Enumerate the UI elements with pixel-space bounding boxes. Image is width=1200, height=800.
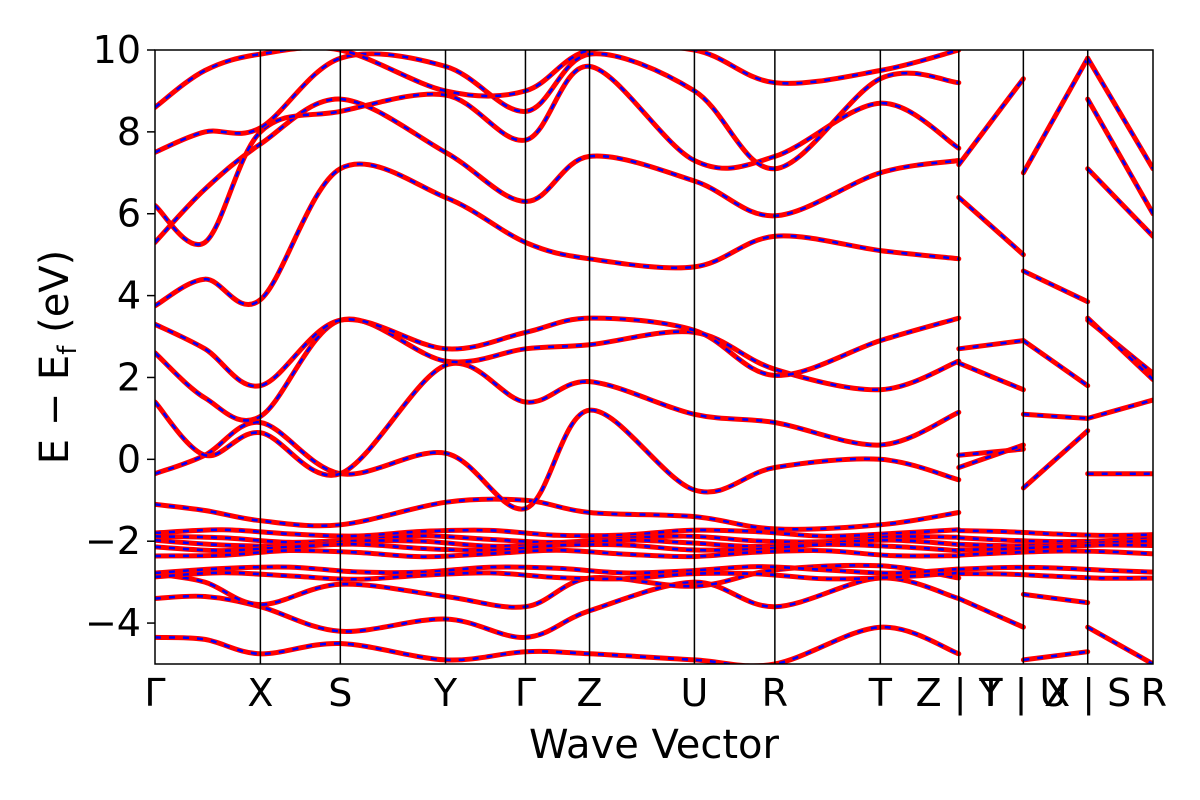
x-tick-label-0: Γ — [144, 671, 165, 715]
band-line-dashed-7 — [155, 316, 960, 388]
y-tick-label-6: −2 — [85, 519, 141, 563]
y-tick-label-5: 0 — [117, 437, 141, 481]
x-axis-label: Wave Vector — [529, 722, 780, 768]
y-tick-label-7: −4 — [85, 601, 141, 645]
y-axis-label: E − Ef (eV) — [32, 250, 83, 465]
band-line-1 — [155, 575, 962, 640]
band-line-32 — [1085, 96, 1153, 217]
band-line-dashed-flat-end-2 — [958, 539, 1153, 547]
band-line-0 — [155, 624, 962, 664]
y-axis-label-main: E − E — [32, 355, 78, 465]
band-line-flat-6 — [155, 570, 962, 582]
x-tick-label-6: U — [681, 671, 709, 715]
y-tick-label-0: 10 — [93, 28, 141, 72]
band-line-dashed-13 — [958, 447, 1024, 457]
band-line-dashed-flat-end-4 — [958, 549, 1153, 557]
band-line-3 — [155, 496, 962, 532]
band-line-dashed-6 — [155, 317, 960, 422]
band-line-dashed-34 — [1087, 626, 1153, 664]
band-line-dashed-flat-end-3 — [958, 543, 1153, 552]
band-line-6 — [155, 316, 962, 423]
x-tick-label-11: X | S — [1044, 671, 1131, 716]
x-tick-label-1: X — [247, 671, 273, 715]
x-tick-label-8: T — [868, 671, 893, 715]
band-line-dashed-22 — [1022, 339, 1089, 387]
band-line-22 — [1020, 338, 1091, 389]
band-line-dashed-12 — [155, 50, 960, 109]
x-tick-label-5: Z — [577, 671, 603, 715]
band-line-flat-0 — [155, 527, 962, 539]
y-tick-label-3: 4 — [117, 274, 141, 318]
band-line-dashed-11 — [155, 52, 959, 170]
band-line-dashed-31 — [1086, 167, 1153, 238]
band-line-dashed-20 — [1022, 429, 1089, 489]
band-line-dashed-0 — [155, 625, 960, 664]
band-line-33 — [1085, 55, 1153, 172]
band-line-dashed-19 — [958, 597, 1024, 629]
band-line-dashed-10 — [155, 65, 960, 246]
band-line-dashed-8 — [155, 162, 959, 307]
x-tick-label-7: R — [762, 671, 788, 715]
band-line-dashed-18 — [957, 77, 1025, 166]
x-tick-label-2: S — [328, 671, 352, 715]
plot-frame — [154, 49, 1154, 665]
band-line-dashed-flat-end-5 — [958, 566, 1153, 574]
x-tick-label-10: T | U — [978, 671, 1067, 716]
band-line-8 — [155, 161, 962, 309]
y-axis-label-unit: (eV) — [32, 250, 78, 346]
band-line-dashed-flat-end-6 — [958, 572, 1153, 580]
x-tick-label-3: Y — [433, 671, 458, 715]
band-line-dashed-15 — [958, 339, 1024, 351]
band-line-flat-3 — [155, 541, 962, 554]
band-line-dashed-14 — [958, 443, 1024, 469]
y-tick-label-4: 2 — [117, 355, 141, 399]
kpoint-lines — [259, 50, 1089, 664]
band-line-dashed-17 — [957, 196, 1025, 256]
band-line-dashed-21 — [1023, 413, 1088, 420]
band-line-dashed-flat-end-0 — [958, 529, 1153, 537]
band-line-dashed-flat-end-1 — [958, 536, 1153, 543]
band-line-10 — [155, 63, 962, 248]
band-line-24 — [1020, 55, 1091, 176]
x-tick-label-9: Z | Y — [916, 671, 1003, 716]
band-line-dashed-30 — [1086, 317, 1153, 381]
band-line-dashed-28 — [1087, 398, 1153, 420]
x-tick-label-12: R — [1141, 671, 1167, 715]
band-line-flat-4 — [155, 547, 962, 560]
x-tick-label-4: Γ — [515, 671, 536, 715]
band-line-34 — [1085, 624, 1153, 664]
band-line-dashed-16 — [958, 361, 1024, 391]
band-line-dashed-25 — [1023, 593, 1088, 604]
band-line-dashed-4 — [155, 408, 960, 511]
band-line-flat-5 — [155, 564, 962, 576]
y-tick-label-2: 6 — [117, 192, 141, 236]
bands-layer — [155, 50, 1153, 664]
y-tick-label-1: 8 — [117, 110, 141, 154]
band-line-dashed-26 — [1023, 650, 1088, 662]
y-axis-label-sub: f — [53, 345, 83, 355]
band-line-dashed-23 — [1022, 269, 1089, 303]
y-ticks: 10 8 6 4 2 0 −2 −4 — [85, 28, 155, 645]
band-line-dashed-3 — [155, 497, 959, 531]
